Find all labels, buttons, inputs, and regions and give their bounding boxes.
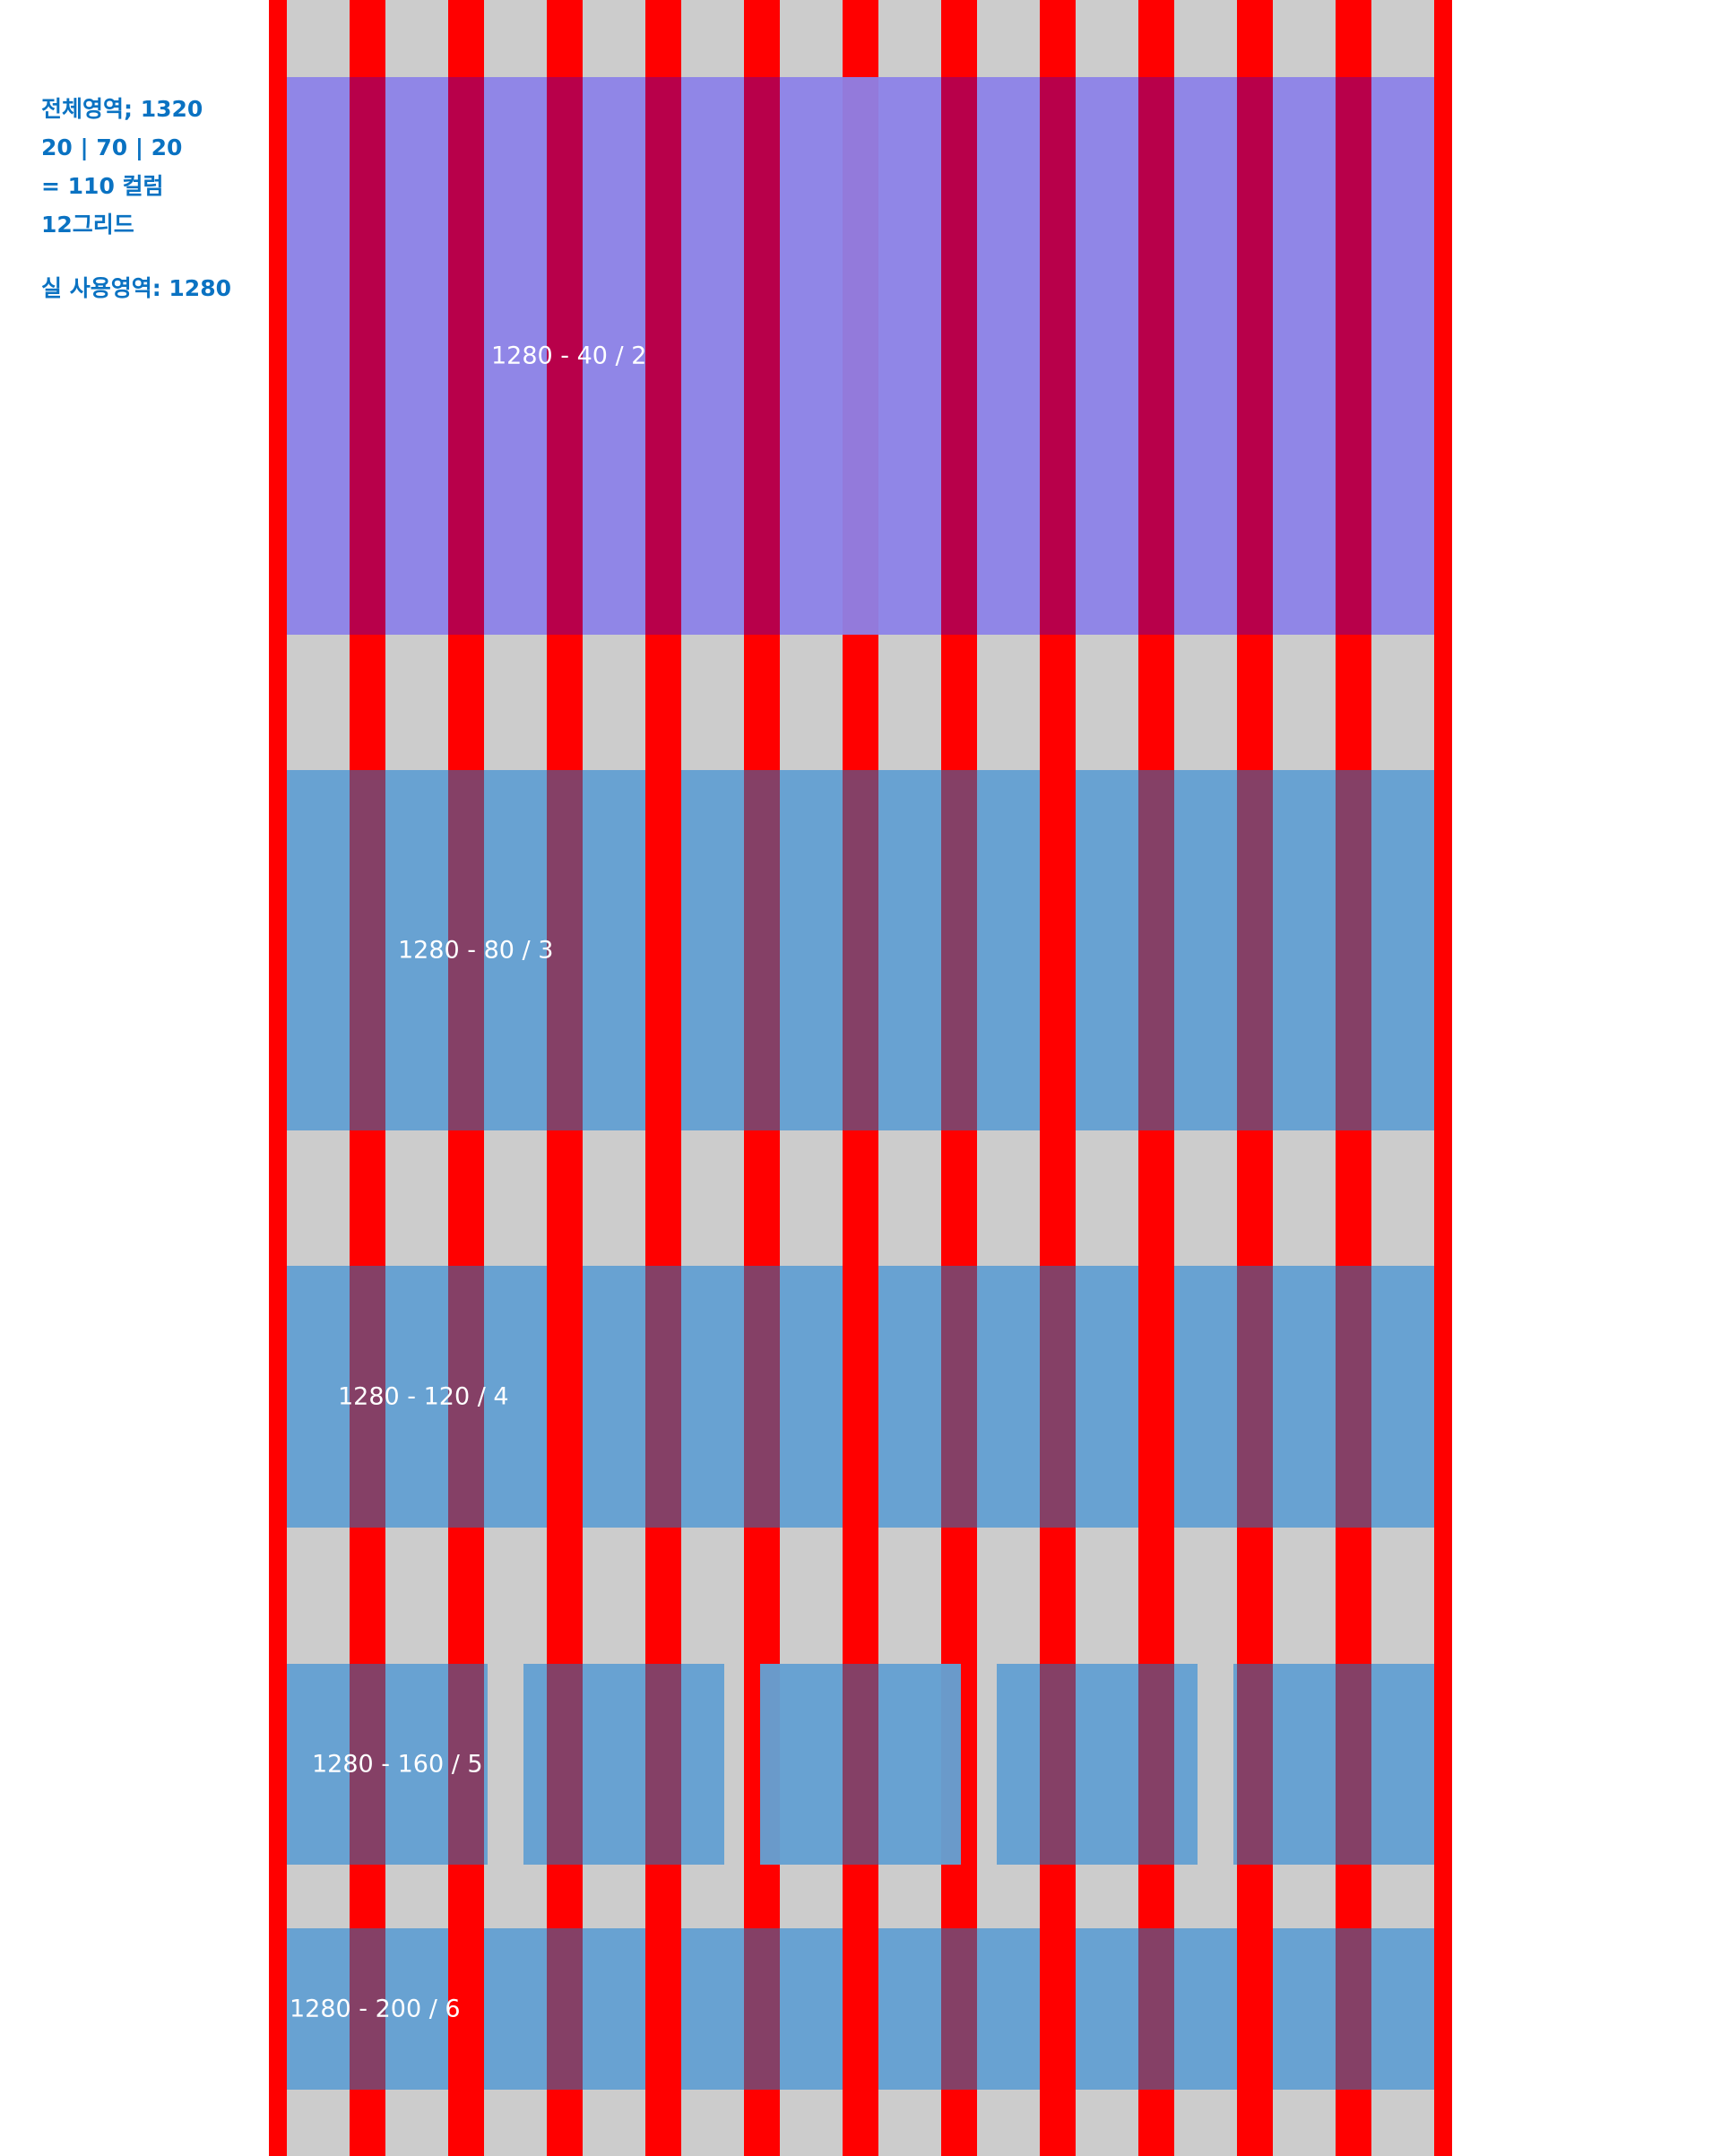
grid-right-margin bbox=[1434, 0, 1452, 2156]
band-gutter-overlap bbox=[941, 1266, 977, 1528]
band-gutter-overlap bbox=[941, 1928, 977, 2090]
note-column-spec: 20 | 70 | 20 bbox=[41, 134, 183, 160]
band-gutter-overlap bbox=[350, 1928, 385, 2090]
band-gutter-overlap bbox=[744, 1928, 780, 2090]
band-gutter-overlap bbox=[350, 1266, 385, 1528]
band-gutter-overlap bbox=[1138, 770, 1174, 1130]
band-label: 1280 - 160 / 5 bbox=[312, 1750, 483, 1779]
band-gutter-overlap bbox=[547, 1664, 583, 1865]
band-label: 1280 - 120 / 4 bbox=[338, 1382, 509, 1411]
band-gutter-overlap bbox=[1237, 1266, 1273, 1528]
band-gutter-overlap bbox=[448, 77, 484, 635]
band-gutter-overlap bbox=[547, 770, 583, 1130]
band-gutter-overlap bbox=[448, 1664, 484, 1865]
band-gutter-overlap bbox=[941, 77, 977, 635]
band-block bbox=[583, 1266, 843, 1528]
band-label: 1280 - 80 / 3 bbox=[398, 936, 554, 965]
note-grid-count: 12그리드 bbox=[41, 212, 134, 238]
band-gutter-overlap bbox=[547, 77, 583, 635]
band-gutter-overlap bbox=[744, 1266, 780, 1528]
band-label: 1280 - 40 / 2 bbox=[491, 342, 647, 370]
band-block bbox=[878, 1266, 1138, 1528]
band-gutter-overlap bbox=[843, 1664, 878, 1865]
band-gutter-overlap bbox=[941, 770, 977, 1130]
grid-left-margin bbox=[269, 0, 287, 2156]
band-gutter-overlap bbox=[744, 770, 780, 1130]
band-6-columns: 1280 - 200 / 6 bbox=[287, 1928, 1434, 2090]
band-gutter-overlap bbox=[350, 77, 385, 635]
band-5-columns: 1280 - 160 / 5 bbox=[287, 1664, 1434, 1865]
band-gutter-overlap bbox=[645, 1664, 681, 1865]
band-2-columns: 1280 - 40 / 2 bbox=[287, 77, 1434, 635]
note-usable-area: 실 사용영역: 1280 bbox=[41, 275, 231, 301]
band-gutter-overlap bbox=[843, 770, 878, 1130]
note-total-area: 전체영역; 1320 bbox=[41, 96, 203, 122]
band-gutter-overlap bbox=[1237, 1664, 1273, 1865]
band-gutter-overlap bbox=[448, 1266, 484, 1528]
band-gutter-overlap bbox=[547, 1928, 583, 2090]
grid-notes: 전체영역; 1320 20 | 70 | 20 = 110 컬럼 12그리드 실… bbox=[41, 90, 256, 307]
band-gutter-overlap bbox=[1237, 770, 1273, 1130]
band-block bbox=[1174, 1266, 1434, 1528]
note-column-width: = 110 컬럼 bbox=[41, 173, 164, 199]
band-gutter-overlap bbox=[1138, 77, 1174, 635]
band-gutter-overlap bbox=[1237, 77, 1273, 635]
band-gutter-overlap bbox=[448, 770, 484, 1130]
band-gutter-overlap bbox=[744, 77, 780, 635]
band-gutter-overlap bbox=[350, 1664, 385, 1865]
band-gutter-overlap bbox=[1040, 1266, 1076, 1528]
band-gutter-overlap bbox=[1040, 1664, 1076, 1865]
layout-grid: 1280 - 40 / 2 1280 - 80 / 3 1280 - 120 /… bbox=[269, 0, 1452, 2156]
band-gutter-overlap bbox=[1336, 1664, 1371, 1865]
band-label: 1280 - 200 / 6 bbox=[290, 1995, 461, 2023]
band-gutter-overlap bbox=[1336, 1928, 1371, 2090]
band-3-columns: 1280 - 80 / 3 bbox=[287, 770, 1434, 1130]
band-gutter-overlap bbox=[645, 77, 681, 635]
band-gutter-overlap bbox=[350, 770, 385, 1130]
band-gutter-overlap bbox=[1336, 770, 1371, 1130]
band-gutter-overlap bbox=[1336, 77, 1371, 635]
band-4-columns: 1280 - 120 / 4 bbox=[287, 1266, 1434, 1528]
band-block bbox=[287, 1266, 547, 1528]
band-gutter-overlap bbox=[1040, 77, 1076, 635]
band-gutter-overlap bbox=[1138, 1664, 1174, 1865]
band-gutter-overlap bbox=[1336, 1266, 1371, 1528]
band-gutter-overlap bbox=[645, 1266, 681, 1528]
band-gutter-overlap bbox=[1138, 1928, 1174, 2090]
